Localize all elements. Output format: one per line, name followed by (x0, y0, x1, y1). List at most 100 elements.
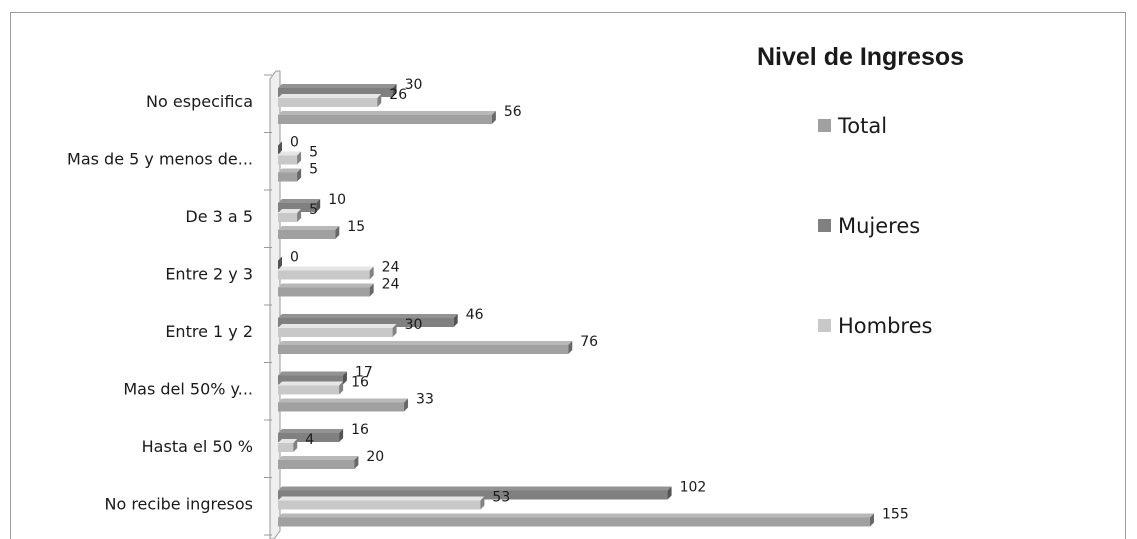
bar (278, 115, 492, 124)
category-label: Hasta el 50 % (142, 437, 253, 456)
bar-end (568, 341, 573, 354)
bar-top (278, 429, 344, 433)
bar-end (404, 398, 409, 412)
bar (278, 500, 481, 510)
bar-end (278, 256, 282, 270)
bar-top (278, 226, 340, 230)
bar-top (278, 151, 302, 156)
bar-end (480, 496, 485, 510)
legend: Total Mujeres Hombres (818, 114, 932, 338)
bar (278, 375, 343, 385)
bar-end (335, 226, 340, 239)
bar-end (377, 94, 382, 107)
bar (278, 443, 294, 452)
bar-end (453, 314, 458, 327)
bar (278, 213, 298, 222)
bar (278, 172, 298, 182)
bar-end (392, 84, 397, 97)
data-label: 33 (416, 392, 434, 408)
bar-top (278, 283, 374, 288)
bar (278, 203, 317, 212)
data-label: 46 (466, 307, 484, 323)
bar-top (278, 496, 485, 501)
bar-top (278, 486, 672, 491)
data-label: 0 (290, 250, 299, 266)
data-label: 76 (580, 334, 598, 350)
data-label: 20 (366, 449, 384, 465)
bar-end (354, 456, 359, 469)
bar (278, 517, 870, 527)
data-label: 24 (382, 260, 400, 276)
data-label: 24 (382, 277, 400, 293)
data-label: 56 (504, 104, 522, 120)
category-label: Mas de 5 y menos de... (67, 150, 253, 169)
data-label: 5 (309, 162, 318, 178)
bar-end (342, 371, 347, 385)
data-label: 30 (405, 317, 423, 333)
bar-end (297, 168, 302, 182)
bar-end (369, 266, 374, 280)
category-label: Entre 1 y 2 (165, 322, 253, 341)
data-label: 17 (355, 365, 373, 381)
bar-end (870, 513, 874, 527)
bar-end (278, 141, 282, 155)
bar-top (278, 324, 397, 328)
data-label: 5 (309, 202, 318, 218)
bar-top (278, 513, 874, 518)
legend-label: Mujeres (838, 214, 920, 238)
bar-end (339, 429, 344, 442)
bar-end (392, 324, 397, 337)
legend-swatch (818, 119, 831, 132)
chart-frame (10, 12, 1126, 539)
axis-wall (269, 70, 281, 539)
bar-top (278, 84, 397, 88)
category-label: Mas del 50% y... (123, 380, 253, 399)
chart-title: Nivel de Ingresos (757, 43, 964, 71)
legend-label: Hombres (838, 314, 932, 338)
bar-end (297, 151, 302, 165)
bar-top (278, 168, 302, 173)
data-label: 5 (309, 145, 318, 161)
bars (278, 84, 874, 527)
category-axis (264, 70, 281, 539)
bar (278, 433, 340, 442)
data-label: 30 (405, 77, 423, 93)
data-label: 102 (680, 480, 707, 496)
bar-top (278, 94, 382, 98)
data-label: 16 (351, 422, 369, 438)
bar-top (278, 266, 374, 271)
data-labels: 3026560551051502424463076171633164201025… (290, 77, 909, 523)
bar-top (278, 439, 298, 443)
bar (278, 402, 405, 412)
data-label: 4 (305, 432, 314, 448)
bar-end (667, 486, 672, 500)
bar (278, 270, 370, 280)
bar (278, 318, 454, 327)
bar (278, 230, 336, 239)
category-label: Entre 2 y 3 (165, 265, 253, 284)
data-label: 16 (351, 375, 369, 391)
legend-swatch (818, 219, 831, 232)
bar (278, 490, 668, 500)
category-label: No recibe ingresos (104, 495, 253, 514)
bar (278, 88, 393, 97)
data-label: 26 (389, 87, 407, 103)
data-label: 0 (290, 135, 299, 151)
bar-end (491, 111, 496, 124)
bar-top (278, 341, 573, 345)
bar-end (369, 283, 374, 297)
bar (278, 328, 393, 337)
bar-end (297, 209, 302, 222)
bar-top (278, 111, 496, 115)
bar (278, 98, 378, 107)
bar-top (278, 381, 344, 386)
bar-end (339, 381, 344, 395)
bar-top (278, 398, 409, 403)
data-label: 155 (882, 507, 909, 523)
legend-label: Total (837, 114, 887, 138)
data-label: 15 (347, 219, 365, 235)
bar-top (278, 199, 321, 203)
bar-top (278, 456, 359, 460)
bar-top (278, 209, 302, 213)
